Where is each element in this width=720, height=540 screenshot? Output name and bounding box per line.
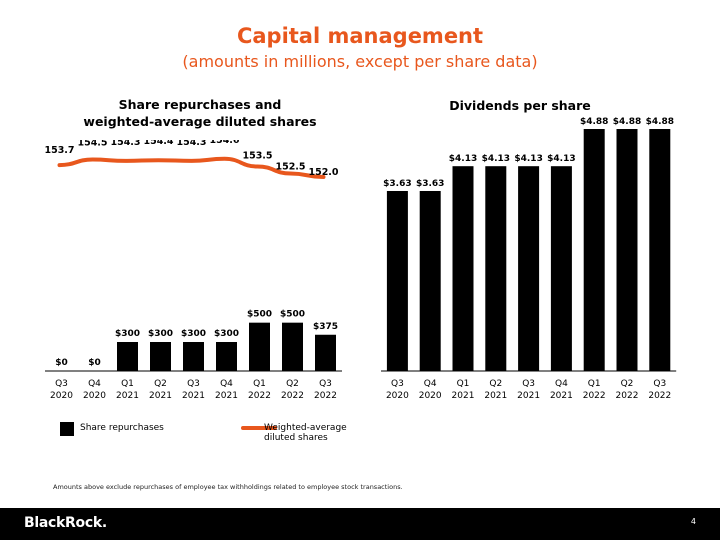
repurchases-tick-label: Q3 [55, 379, 68, 389]
repurchases-tick-label: Q1 [121, 379, 134, 389]
chart-legend: Share repurchases Weighted-average dilut… [60, 420, 380, 443]
repurchases-chart-title: Share repurchases and weighted-average d… [60, 96, 340, 130]
slide-subtitle: (amounts in millions, except per share d… [182, 52, 538, 71]
dividends-tick-label: 2022 [616, 391, 639, 400]
dividend-value-label: $4.13 [547, 154, 575, 164]
repurchase-bar [249, 322, 270, 371]
repurchases-tick-label: Q4 [220, 379, 233, 389]
dividend-value-label: $4.13 [482, 154, 510, 164]
repurchases-tick-label: Q3 [187, 379, 200, 389]
dividends-tick-label: Q4 [555, 379, 568, 389]
repurchases-tick-label: 2020 [83, 391, 106, 400]
diluted-shares-label: 153.7 [44, 145, 74, 156]
dividend-value-label: $4.88 [580, 117, 608, 127]
slide-title: Capital management [236, 24, 484, 48]
dividends-tick-label: Q1 [457, 379, 470, 389]
repurchases-tick-label: 2021 [116, 391, 139, 400]
repurchases-chart-title-line-1: Share repurchases and [118, 97, 282, 112]
diluted-shares-label: 154.3 [110, 140, 140, 148]
dividends-tick-label: Q1 [588, 379, 601, 389]
dividends-tick-label: Q4 [424, 379, 437, 389]
repurchases-tick-label: 2020 [50, 391, 73, 400]
dividends-chart-title: Dividends per share [449, 98, 591, 113]
dividends-tick-label: 2020 [419, 391, 442, 400]
repurchases-chart-title-line-2: weighted-average diluted shares [83, 114, 317, 129]
dividends-tick-label: Q2 [621, 379, 634, 389]
repurchase-value-label: $375 [313, 322, 338, 332]
repurchase-bar [150, 342, 171, 371]
repurchases-tick-label: 2021 [215, 391, 238, 400]
diluted-shares-label: 152.0 [308, 167, 338, 178]
repurchases-chart: $0 $0 $300 $300 $300 $300 $500 $500 $375 Q3 2020 Q4… [44, 140, 342, 400]
legend-line-swatch [241, 426, 277, 430]
footer-bar: BlackRock. 4 [0, 508, 720, 540]
dividend-value-label: $4.88 [613, 117, 641, 127]
repurchase-bar [216, 342, 237, 371]
dividends-tick-label: 2022 [648, 391, 671, 400]
legend-line-label: Weighted-average diluted shares [264, 423, 347, 443]
repurchase-value-label: $300 [214, 329, 239, 339]
diluted-shares-label: 154.5 [77, 140, 107, 149]
repurchase-bar [183, 342, 204, 371]
dividend-value-label: $4.13 [514, 154, 542, 164]
dividends-tick-label: Q2 [489, 379, 502, 389]
repurchases-tick-label: Q2 [286, 379, 299, 389]
diluted-shares-label: 152.5 [275, 162, 305, 173]
repurchases-tick-label: 2021 [149, 391, 172, 400]
dividend-bar [386, 190, 408, 371]
dividends-tick-label: 2021 [452, 391, 475, 400]
repurchase-value-label: $300 [115, 329, 140, 339]
dividends-tick-label: 2020 [386, 391, 409, 400]
dividend-bar [518, 166, 540, 371]
dividends-tick-label: Q3 [391, 379, 404, 389]
repurchase-value-label: $0 [88, 358, 101, 368]
dividend-bar [583, 129, 605, 371]
diluted-shares-label: 154.6 [209, 140, 239, 146]
repurchase-value-label: $300 [181, 329, 206, 339]
diluted-shares-label: 154.4 [143, 140, 173, 147]
diluted-shares-label: 153.5 [242, 151, 272, 162]
diluted-shares-line [57, 156, 326, 179]
repurchase-bar [315, 334, 336, 371]
repurchase-value-label: $500 [280, 310, 305, 320]
repurchase-value-label: $300 [148, 329, 173, 339]
repurchases-tick-label: 2022 [281, 391, 304, 400]
dividends-tick-label: 2022 [583, 391, 606, 400]
legend-bar-swatch [60, 422, 74, 436]
page-number: 4 [690, 517, 696, 526]
dividend-bar [616, 129, 638, 371]
dividend-value-label: $3.63 [416, 179, 444, 189]
repurchases-tick-label: Q2 [154, 379, 167, 389]
dividends-tick-label: 2021 [484, 391, 507, 400]
repurchases-tick-label: Q1 [253, 379, 266, 389]
repurchase-bar [117, 342, 138, 371]
repurchases-tick-label: Q3 [319, 379, 332, 389]
repurchases-tick-label: Q4 [88, 379, 101, 389]
repurchases-tick-label: 2021 [182, 391, 205, 400]
dividends-tick-label: Q3 [522, 379, 535, 389]
repurchase-value-label: $500 [247, 310, 272, 320]
repurchases-tick-label: 2022 [248, 391, 271, 400]
repurchases-tick-label: 2022 [314, 391, 337, 400]
dividend-value-label: $4.13 [449, 154, 477, 164]
repurchase-bar [282, 322, 303, 371]
dividends-tick-label: 2021 [550, 391, 573, 400]
dividend-bar [452, 166, 474, 371]
footnote: Amounts above exclude repurchases of emp… [53, 483, 403, 491]
dividend-value-label: $3.63 [383, 179, 411, 189]
dividend-bar [485, 166, 507, 371]
legend-bar-label: Share repurchases [80, 423, 164, 433]
dividends-tick-label: Q3 [653, 379, 666, 389]
dividend-bar [649, 129, 671, 371]
dividend-value-label: $4.88 [646, 117, 674, 127]
diluted-shares-label: 154.3 [176, 140, 206, 148]
dividend-bar [419, 190, 441, 371]
dividends-chart: $3.63 $3.63 $4.13 $4.13 $4.13 $4.13 $4.88 $4.88… [381, 117, 677, 400]
dividends-tick-label: 2021 [517, 391, 540, 400]
repurchase-value-label: $0 [55, 358, 68, 368]
blackrock-logo: BlackRock. [24, 515, 107, 531]
dividend-bar [550, 166, 572, 371]
